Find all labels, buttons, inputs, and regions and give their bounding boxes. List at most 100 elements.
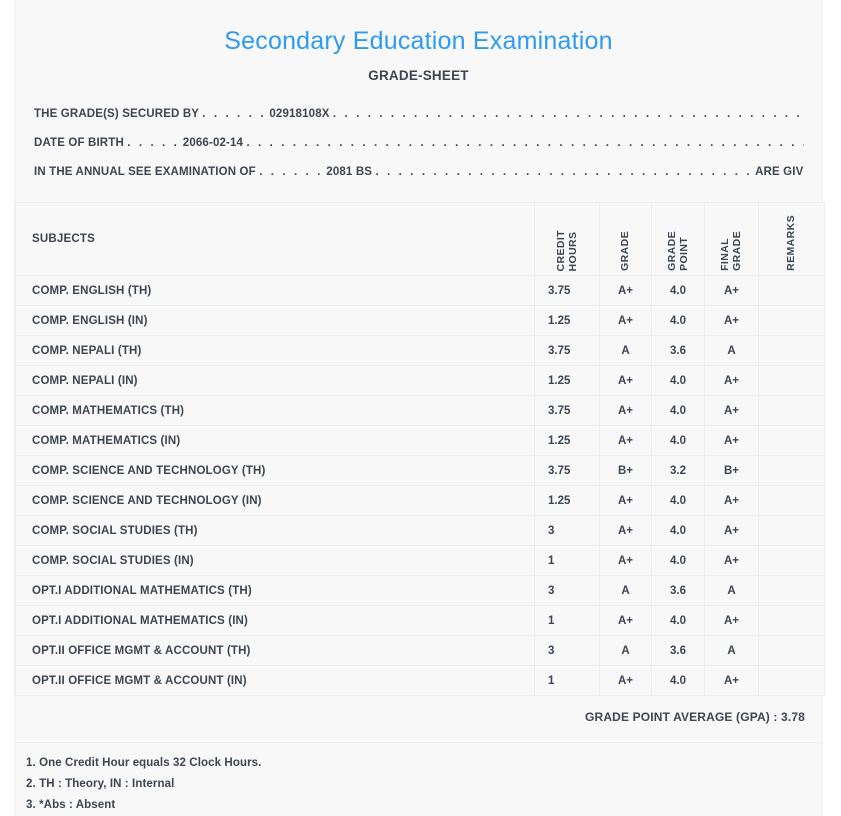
candidate-info-block: THE GRADE(S) SECURED BY . . . . . . 0291… — [15, 100, 822, 187]
grade-point-cell: 3.2 — [651, 455, 705, 486]
credit-hours-cell: 3.75 — [534, 335, 600, 366]
grade-point-cell: 4.0 — [651, 605, 705, 636]
remarks-cell — [758, 605, 825, 636]
grade-cell: A+ — [599, 425, 652, 456]
info-label-grades-secured-by: THE GRADE(S) SECURED BY — [34, 108, 199, 120]
grade-point-cell: 4.0 — [651, 485, 705, 516]
table-row: COMP. SCIENCE AND TECHNOLOGY (TH) 3.75 B+ 3… — [15, 455, 825, 486]
grade-point-cell: 3.6 — [651, 635, 705, 666]
grade-point-cell: 4.0 — [651, 305, 705, 336]
credit-hours-cell: 1.25 — [534, 425, 600, 456]
table-row: COMP. SCIENCE AND TECHNOLOGY (IN) 1.25 A+ 4… — [15, 485, 825, 516]
grade-cell: A+ — [599, 365, 652, 396]
info-label-exam-year: IN THE ANNUAL SEE EXAMINATION OF — [34, 166, 256, 178]
grade-point-cell: 4.0 — [651, 515, 705, 546]
remarks-cell — [758, 665, 825, 696]
grade-cell: A+ — [599, 545, 652, 576]
column-header-remarks: REMARKS — [758, 202, 825, 276]
info-dots-lead-3: . . . . . . — [259, 166, 323, 178]
info-dots-trail-1: . . . . . . . . . . . . . . . . . . . . … — [332, 108, 803, 120]
grade-table-body: COMP. ENGLISH (TH) 3.75 A+ 4.0 A+ COMP. ENGLI… — [15, 275, 825, 696]
subject-name-cell: COMP. SCIENCE AND TECHNOLOGY (IN) — [15, 485, 535, 516]
remarks-cell — [758, 395, 825, 426]
column-header-subjects: SUBJECTS — [15, 202, 535, 276]
column-header-grade-point: GRADE POINT — [651, 202, 705, 276]
gpa-text: GRADE POINT AVERAGE (GPA) : 3.78 — [585, 710, 805, 724]
footnote-item: 2. TH : Theory, IN : Internal — [26, 778, 175, 790]
grade-point-cell: 3.6 — [651, 335, 705, 366]
grade-cell: A+ — [599, 665, 652, 696]
credit-hours-cell: 3.75 — [534, 455, 600, 486]
remarks-cell — [758, 425, 825, 456]
info-value-date-of-birth: 2066-02-14 — [182, 137, 244, 149]
subject-name-cell: COMP. SOCIAL STUDIES (IN) — [15, 545, 535, 576]
final-grade-cell: A+ — [704, 395, 759, 426]
column-header-grade: GRADE — [599, 202, 652, 276]
table-row: COMP. NEPALI (IN) 1.25 A+ 4.0 A+ — [15, 365, 825, 396]
subject-name-cell: OPT.I ADDITIONAL MATHEMATICS (TH) — [15, 575, 535, 606]
subject-name-cell: COMP. ENGLISH (IN) — [15, 305, 535, 336]
final-grade-cell: A+ — [704, 275, 759, 306]
grade-cell: A — [599, 335, 652, 366]
remarks-cell — [758, 335, 825, 366]
info-dots-lead-1: . . . . . . — [202, 108, 267, 120]
final-grade-cell: A — [704, 635, 759, 666]
footnote-item: 1. One Credit Hour equals 32 Clock Hours… — [26, 757, 262, 769]
column-header-grade-point-label: GRADE POINT — [665, 231, 690, 271]
credit-hours-cell: 3 — [534, 635, 600, 666]
grade-point-cell: 4.0 — [651, 365, 705, 396]
table-row: COMP. SOCIAL STUDIES (IN) 1 A+ 4.0 A+ — [15, 545, 825, 576]
remarks-cell — [758, 635, 825, 666]
table-row: OPT.II OFFICE MGMT & ACCOUNT (TH) 3 A 3.6 A — [15, 635, 825, 666]
info-dots-trail-3: . . . . . . . . . . . . . . . . . . . . … — [375, 166, 753, 178]
subject-name-cell: COMP. SCIENCE AND TECHNOLOGY (TH) — [15, 455, 535, 486]
remarks-cell — [758, 485, 825, 516]
credit-hours-cell: 1 — [534, 605, 600, 636]
final-grade-cell: A — [704, 335, 759, 366]
subject-name-cell: OPT.I ADDITIONAL MATHEMATICS (IN) — [15, 605, 535, 636]
page-title: Secondary Education Examination — [224, 27, 613, 55]
table-row: OPT.I ADDITIONAL MATHEMATICS (TH) 3 A 3.6 A — [15, 575, 825, 606]
subject-name-cell: COMP. SOCIAL STUDIES (TH) — [15, 515, 535, 546]
subject-name-cell: COMP. NEPALI (IN) — [15, 365, 535, 396]
credit-hours-cell: 3 — [534, 515, 600, 546]
table-row: OPT.II OFFICE MGMT & ACCOUNT (IN) 1 A+ 4.0 A… — [15, 665, 825, 696]
table-row: OPT.I ADDITIONAL MATHEMATICS (IN) 1 A+ 4.0 A… — [15, 605, 825, 636]
credit-hours-cell: 1.25 — [534, 485, 600, 516]
table-row: COMP. MATHEMATICS (IN) 1.25 A+ 4.0 A+ — [15, 425, 825, 456]
column-header-final-grade-label: FINAL GRADE — [719, 231, 744, 271]
subject-name-cell: OPT.II OFFICE MGMT & ACCOUNT (TH) — [15, 635, 535, 666]
grade-cell: A+ — [599, 395, 652, 426]
header-block: Secondary Education Examination GRADE-SH… — [15, 0, 822, 83]
credit-hours-cell: 1.25 — [534, 305, 600, 336]
gradesheet-page: Secondary Education Examination GRADE-SH… — [14, 0, 825, 816]
remarks-cell — [758, 455, 825, 486]
remarks-cell — [758, 365, 825, 396]
grade-point-cell: 4.0 — [651, 545, 705, 576]
grade-point-cell: 4.0 — [651, 425, 705, 456]
table-row: COMP. ENGLISH (TH) 3.75 A+ 4.0 A+ — [15, 275, 825, 306]
info-label-date-of-birth: DATE OF BIRTH — [34, 137, 124, 149]
column-header-grade-label: GRADE — [619, 231, 632, 271]
remarks-cell — [758, 575, 825, 606]
credit-hours-cell: 1 — [534, 545, 600, 576]
final-grade-cell: A+ — [704, 485, 759, 516]
final-grade-cell: A+ — [704, 545, 759, 576]
info-line-grades-secured-by: THE GRADE(S) SECURED BY . . . . . . 0291… — [34, 100, 804, 129]
grade-cell: A — [599, 575, 652, 606]
subject-name-cell: COMP. MATHEMATICS (IN) — [15, 425, 535, 456]
table-row: COMP. NEPALI (TH) 3.75 A 3.6 A — [15, 335, 825, 366]
subject-name-cell: COMP. ENGLISH (TH) — [15, 275, 535, 306]
remarks-cell — [758, 305, 825, 336]
final-grade-cell: A — [704, 575, 759, 606]
column-header-final-grade: FINAL GRADE — [704, 202, 759, 276]
page-subtitle: GRADE-SHEET — [368, 68, 469, 83]
grade-cell: A+ — [599, 485, 652, 516]
grade-point-cell: 4.0 — [651, 665, 705, 696]
footnotes-block: 1. One Credit Hour equals 32 Clock Hours… — [15, 742, 822, 816]
table-row: COMP. ENGLISH (IN) 1.25 A+ 4.0 A+ — [15, 305, 825, 336]
subject-name-cell: OPT.II OFFICE MGMT & ACCOUNT (IN) — [15, 665, 535, 696]
info-value-exam-year: 2081 BS — [326, 166, 373, 178]
remarks-cell — [758, 515, 825, 546]
remarks-cell — [758, 275, 825, 306]
